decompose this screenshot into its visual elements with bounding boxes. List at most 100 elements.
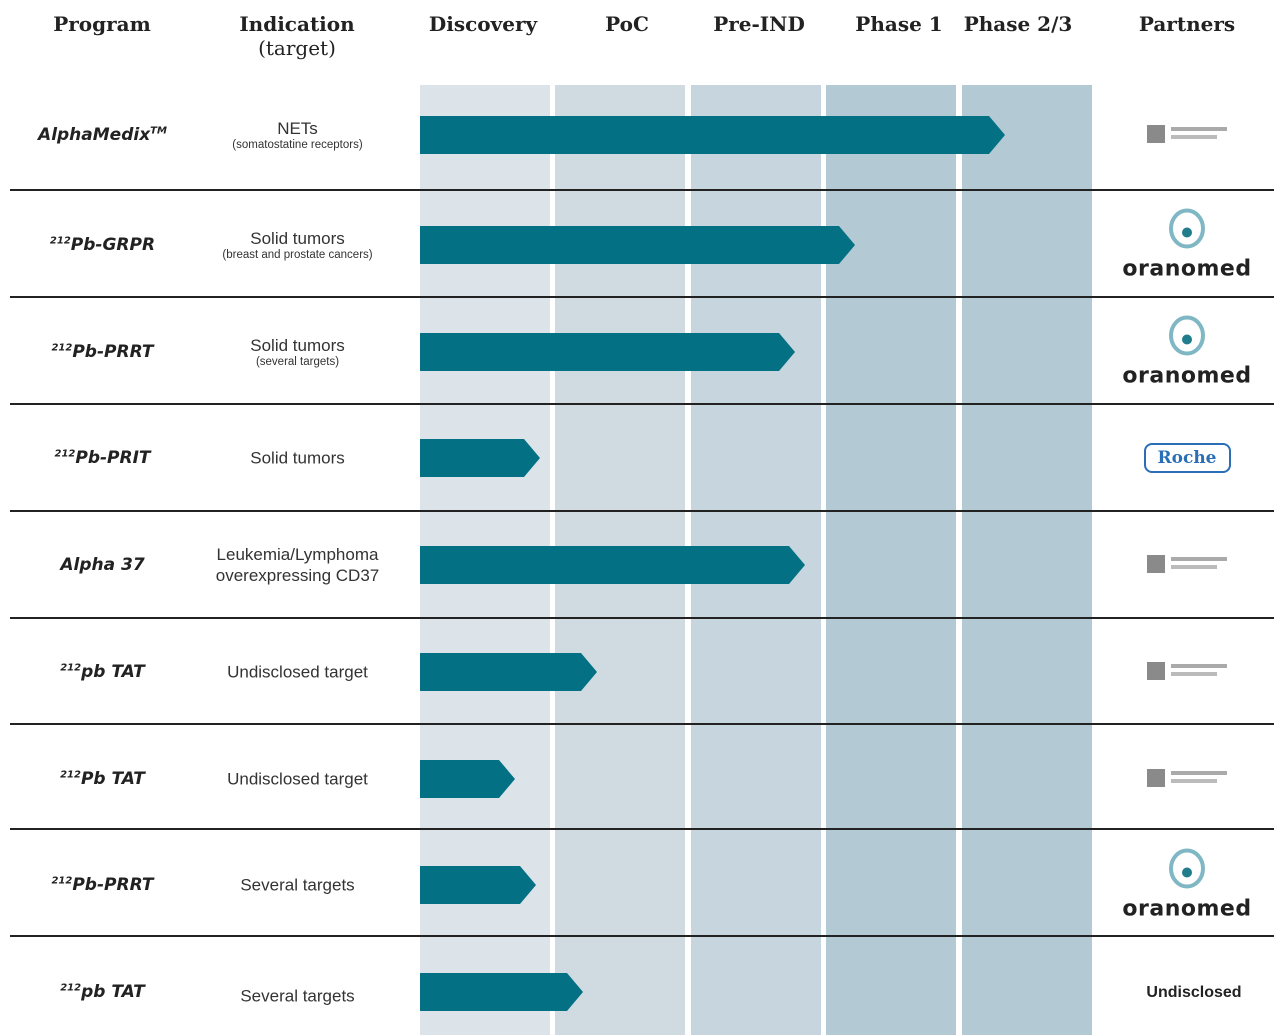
superscript: 212 bbox=[51, 342, 73, 354]
superscript: 212 bbox=[54, 448, 76, 460]
row-separator bbox=[10, 296, 1274, 298]
program-text: pb TAT bbox=[81, 661, 145, 682]
progress-arrow bbox=[420, 116, 1005, 155]
superscript: 212 bbox=[60, 982, 82, 994]
indication: Solid tumors (several targets) bbox=[190, 335, 405, 369]
column-label: Program bbox=[53, 12, 151, 36]
superscript: 212 bbox=[51, 875, 73, 887]
column-header: Pre-IND bbox=[679, 12, 839, 36]
program-name: Alpha 37 bbox=[20, 555, 185, 575]
progress-bar bbox=[420, 116, 1005, 155]
program-text: Pb-PRRT bbox=[72, 875, 154, 896]
program-name: 212Pb-PRIT bbox=[20, 448, 185, 468]
progress-arrow bbox=[420, 866, 536, 905]
partner-logo: oranomed bbox=[1100, 848, 1274, 922]
indication-line: Undisclosed target bbox=[227, 662, 368, 682]
partner-logo: oranomed bbox=[1100, 208, 1274, 282]
partner-logo bbox=[1147, 768, 1227, 787]
row-separator bbox=[10, 828, 1274, 830]
logo-icon bbox=[1169, 208, 1205, 249]
row-separator bbox=[10, 935, 1274, 937]
row-separator bbox=[10, 189, 1274, 191]
program-name: 212Pb-PRRT bbox=[20, 342, 185, 362]
progress-arrow bbox=[420, 652, 597, 691]
indication: Undisclosed target bbox=[190, 661, 405, 682]
column-header: Indication (target) bbox=[217, 12, 377, 60]
progress-arrow bbox=[420, 332, 795, 371]
progress-bar bbox=[420, 972, 583, 1011]
program-text: Pb-GRPR bbox=[70, 235, 156, 256]
progress-arrow bbox=[420, 759, 515, 798]
partner-logo bbox=[1147, 555, 1227, 574]
indication-line: overexpressing CD37 bbox=[215, 566, 380, 586]
partner-logo bbox=[1147, 661, 1227, 680]
indication: Several targets bbox=[190, 875, 405, 896]
progress-bar bbox=[420, 759, 515, 798]
partner-name: Undisclosed bbox=[1146, 983, 1242, 1001]
partner bbox=[1100, 650, 1274, 694]
column-label: Discovery bbox=[428, 12, 538, 36]
program-text: Pb-PRIT bbox=[75, 448, 151, 469]
column-sublabel: (target) bbox=[258, 36, 336, 60]
program-text: Pb TAT bbox=[80, 768, 145, 789]
row-separator bbox=[10, 723, 1274, 725]
superscript: 212 bbox=[49, 235, 71, 247]
partner bbox=[1100, 757, 1274, 801]
program-text: AlphaMedix bbox=[38, 125, 151, 146]
progress-arrow bbox=[420, 546, 805, 585]
partner-name: oranomed bbox=[1122, 363, 1252, 389]
superscript: TM bbox=[150, 125, 167, 137]
partner-name: oranomed bbox=[1122, 256, 1252, 282]
program-text: Pb-PRRT bbox=[72, 341, 154, 362]
indication-line: Undisclosed target bbox=[227, 769, 368, 789]
row-separator bbox=[10, 510, 1274, 512]
program-name: 212pb TAT bbox=[20, 662, 185, 682]
column-label: Partners bbox=[1138, 12, 1236, 36]
partner bbox=[1100, 113, 1274, 157]
progress-bar bbox=[420, 866, 536, 905]
partner: oranomed bbox=[1100, 848, 1274, 922]
progress-arrow bbox=[420, 226, 855, 265]
program-text: Alpha 37 bbox=[60, 555, 145, 576]
column-header: Phase 1 bbox=[819, 12, 979, 36]
partner: Undisclosed bbox=[1100, 982, 1274, 1002]
partner-name: oranomed bbox=[1122, 896, 1252, 922]
progress-bar bbox=[420, 332, 795, 371]
column-header: Discovery bbox=[403, 12, 563, 36]
column-header: PoC bbox=[547, 12, 707, 36]
column-label: Pre-IND bbox=[713, 12, 805, 36]
indication-line: Solid tumors bbox=[250, 229, 345, 249]
indication: Several targets bbox=[190, 985, 405, 1006]
indication: NETs (somatostatine receptors) bbox=[190, 118, 405, 152]
partner bbox=[1100, 543, 1274, 587]
program-name: 212Pb-PRRT bbox=[20, 875, 185, 895]
column-label: Phase 2/3 bbox=[963, 12, 1073, 36]
partner-logo bbox=[1147, 125, 1227, 144]
column-header: Partners bbox=[1107, 12, 1267, 36]
logo-icon bbox=[1169, 315, 1205, 356]
program-name: AlphaMedixTM bbox=[20, 125, 185, 145]
column-label: PoC bbox=[605, 12, 649, 36]
stage-column bbox=[962, 85, 1092, 1035]
superscript: 212 bbox=[60, 768, 81, 780]
indication-line: Solid tumors bbox=[250, 335, 345, 355]
indication-line: Several targets bbox=[240, 875, 355, 895]
indication: Undisclosed target bbox=[190, 768, 405, 789]
progress-bar bbox=[420, 652, 597, 691]
indication-line: Several targets bbox=[240, 986, 355, 1006]
partner: oranomed bbox=[1100, 315, 1274, 388]
partner-name: Roche bbox=[1143, 443, 1231, 474]
indication-line: Solid tumors bbox=[250, 448, 345, 468]
column-label: Phase 1 bbox=[855, 12, 943, 36]
program-text: pb TAT bbox=[81, 981, 145, 1002]
program-name: 212Pb TAT bbox=[20, 769, 185, 789]
progress-arrow bbox=[420, 972, 583, 1011]
progress-bar bbox=[420, 439, 540, 478]
indication-target: (breast and prostate cancers) bbox=[222, 249, 373, 262]
column-header: Phase 2/3 bbox=[938, 12, 1098, 36]
row-separator bbox=[10, 403, 1274, 405]
indication: Solid tumors (breast and prostate cancers… bbox=[190, 228, 405, 262]
partner: Roche bbox=[1100, 443, 1274, 474]
row-separator bbox=[10, 617, 1274, 619]
program-name: 212Pb-GRPR bbox=[20, 235, 185, 255]
